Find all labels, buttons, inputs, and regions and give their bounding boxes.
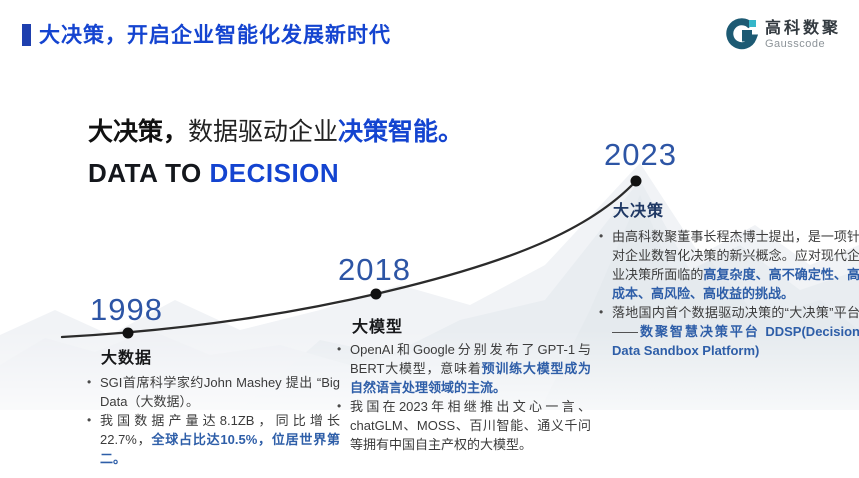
bullet-text: 我国数据产量达8.1ZB，同比增长22.7%， <box>100 413 340 447</box>
hero-heading-cn: 大决策，数据驱动企业决策智能。 <box>88 112 463 148</box>
bullet-text: 由高科数聚董事长程杰博士提出，是一项针对企业数智化决策的新兴概念。应对现代企业决… <box>612 229 859 282</box>
bullet-item: 我国在2023年相继推出文心一言、chatGLM、MOSS、百川智能、通义千问等… <box>337 397 591 454</box>
hero-heading-bold: 大决策， <box>88 118 189 146</box>
bullet-text: 落地国内首个数据驱动决策的“大决策”平台—— <box>612 305 859 339</box>
logo-company-subtitle: Gausscode <box>764 37 826 50</box>
bullet-item: OpenAI和Google分别发布了GPT-1与BERT大模型，意味着预训练大模… <box>337 340 591 397</box>
milestone-bullets-2018: OpenAI和Google分别发布了GPT-1与BERT大模型，意味着预训练大模… <box>337 340 591 454</box>
hero-heading-en: DATA TO DECISION <box>88 158 339 189</box>
title-accent-bar <box>22 24 31 46</box>
bullet-item: 落地国内首个数据驱动决策的“大决策”平台——数聚智慧决策平台 DDSP(Deci… <box>599 303 859 360</box>
bullet-text: SGI首席科学家约John Mashey 提出 “Big Data（大数据）。 <box>100 375 340 409</box>
hero-heading-accent: 决策智能。 <box>338 118 464 146</box>
year-label-2023: 2023 <box>604 137 677 172</box>
logo-company-name: 高科数聚 <box>764 20 841 38</box>
timeline-dot-1998 <box>122 327 134 339</box>
timeline-dot-2023 <box>630 175 642 187</box>
year-label-2018: 2018 <box>338 252 411 287</box>
bullet-highlight: 全球占比达10.5%，位居世界第二。 <box>100 432 340 466</box>
bullet-item: 由高科数聚董事长程杰博士提出，是一项针对企业数智化决策的新兴概念。应对现代企业决… <box>599 227 859 303</box>
bullet-highlight: 数聚智慧决策平台 DDSP(Decision Data Sandbox Plat… <box>612 324 859 358</box>
logo-text: 高科数聚 Gausscode <box>765 20 841 50</box>
bullet-text: OpenAI和Google分别发布了GPT-1与BERT大模型，意味着 <box>350 342 591 376</box>
milestone-heading-big-data: 大数据 <box>101 350 153 367</box>
bullet-item: SGI首席科学家约John Mashey 提出 “Big Data（大数据）。 <box>87 373 340 411</box>
company-logo: 高科数聚 Gausscode <box>724 17 841 53</box>
hero-en-dark: DATA TO <box>88 158 210 188</box>
page-title: 大决策，开启企业智能化发展新时代 <box>39 24 391 47</box>
bullet-highlight: 高复杂度、高不确定性、高成本、高风险、高收益的挑战。 <box>612 267 859 301</box>
hero-heading-regular: 数据驱动企业 <box>188 118 339 146</box>
milestone-heading-big-decision: 大决策 <box>613 203 665 220</box>
milestone-bullets-1998: SGI首席科学家约John Mashey 提出 “Big Data（大数据）。 … <box>87 373 340 468</box>
milestone-bullets-2023: 由高科数聚董事长程杰博士提出，是一项针对企业数智化决策的新兴概念。应对现代企业决… <box>599 227 859 360</box>
bullet-highlight: 预训练大模型成为自然语言处理领域的主流。 <box>350 361 591 395</box>
milestone-heading-big-model: 大模型 <box>352 319 404 336</box>
year-label-1998: 1998 <box>90 292 163 327</box>
bullet-item: 我国数据产量达8.1ZB，同比增长22.7%，全球占比达10.5%，位居世界第二… <box>87 411 340 468</box>
timeline-curve <box>60 179 638 339</box>
hero-en-accent: DECISION <box>209 158 340 188</box>
gausscode-logo-icon <box>724 17 759 53</box>
timeline-dot-2018 <box>370 288 382 300</box>
bullet-text: 我国在2023年相继推出文心一言、chatGLM、MOSS、百川智能、通义千问等… <box>350 399 591 452</box>
